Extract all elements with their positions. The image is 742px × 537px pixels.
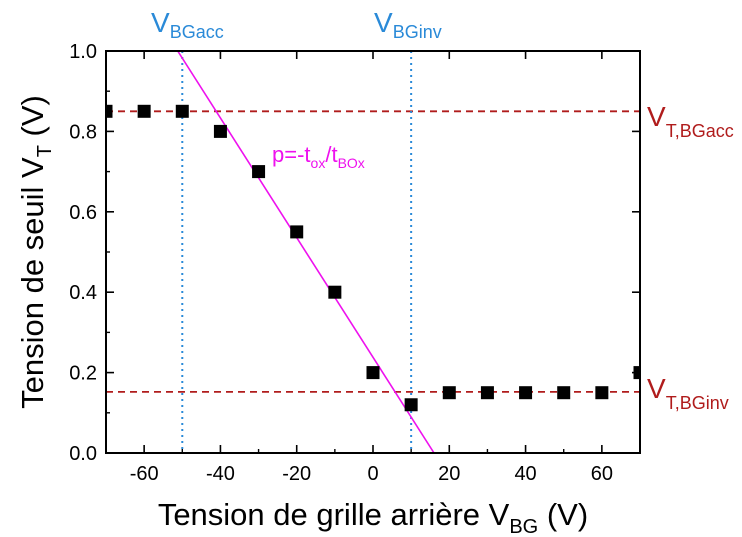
data-point (557, 386, 571, 400)
y-axis-title: Tension de seuil VT (V) (15, 95, 56, 409)
y-axis-title-tail: (V) (15, 95, 50, 145)
fit-line-label-part: /t (325, 142, 337, 167)
x-tick-label: -20 (282, 463, 311, 485)
vline-label-bginv-part: V (374, 7, 393, 38)
x-tick-label: 40 (514, 463, 536, 485)
y-tick-label: 0.2 (69, 363, 97, 385)
x-tick-label: 60 (591, 463, 613, 485)
x-axis-title-main: Tension de grille arrière V (158, 497, 510, 532)
hline-label-tbgacc-part: V (647, 101, 666, 132)
hline-label-tbgacc: VT,BGacc (647, 101, 734, 141)
hline-label-tbginv-part: V (647, 373, 666, 404)
x-axis-title-tail: (V) (538, 497, 588, 532)
data-point (519, 386, 533, 400)
data-point (137, 104, 151, 118)
x-tick-label: -60 (130, 463, 159, 485)
data-point (366, 366, 380, 380)
data-point (213, 124, 227, 138)
x-tick-label: 20 (438, 463, 460, 485)
fit-line (177, 51, 435, 453)
fit-line-label: p=-tox/tBOx (272, 142, 365, 171)
hline-label-tbginv-part: T,BGinv (666, 393, 729, 413)
data-point (328, 285, 342, 299)
fit-line-label-part: ox (311, 155, 326, 171)
vline-label-bginv-part: BGinv (393, 22, 442, 42)
ticks: -60 -40 -20 0 20 40 60 0.0 0.2 0.4 0.6 0.8 1.0 (69, 41, 641, 485)
data-point (252, 165, 266, 179)
vline-label-bginv: VBGinv (374, 7, 442, 42)
plot-frame (105, 50, 641, 454)
data-point (442, 386, 456, 400)
hline-label-tbginv: VT,BGinv (647, 373, 729, 413)
x-tick-label: 0 (367, 463, 378, 485)
y-axis-title-sub: T (34, 145, 56, 157)
y-tick-label: 0.4 (69, 282, 97, 304)
plot-content (106, 51, 640, 453)
y-axis-title-main: Tension de seuil V (15, 157, 50, 409)
fit-line-label-part: BOx (338, 155, 365, 171)
x-axis-title-sub: BG (509, 516, 538, 537)
hline-label-tbgacc-part: T,BGacc (666, 121, 734, 141)
data-point (595, 386, 609, 400)
data-point (175, 104, 189, 118)
vline-label-bgacc: VBGacc (151, 7, 224, 42)
data-point (106, 104, 113, 118)
x-tick-label: -40 (206, 463, 235, 485)
data-point (290, 225, 304, 239)
y-tick-label: 1.0 (69, 41, 97, 63)
vline-label-bgacc-part: BGacc (170, 22, 224, 42)
data-point (480, 386, 494, 400)
y-tick-label: 0.8 (69, 121, 97, 143)
y-tick-label: 0.6 (69, 202, 97, 224)
fit-line-label-part: p=-t (272, 142, 311, 167)
vline-label-bgacc-part: V (151, 7, 170, 38)
data-point (404, 398, 418, 412)
x-axis-title: Tension de grille arrière VBG (V) (158, 497, 588, 537)
y-tick-label: 0.0 (69, 443, 97, 465)
